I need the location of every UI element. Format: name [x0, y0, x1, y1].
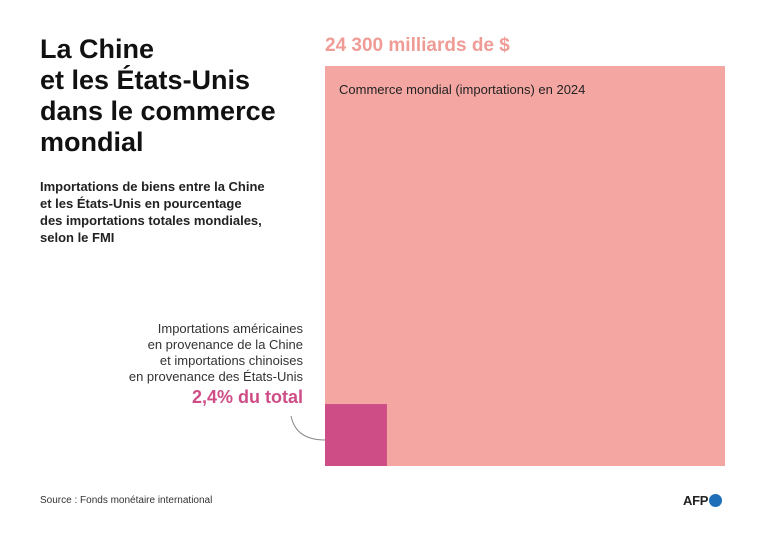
total-square: [325, 66, 725, 466]
annotation-line: et importations chinoises: [159, 353, 303, 368]
total-square-caption: Commerce mondial (importations) en 2024: [339, 82, 586, 97]
annotation-leader-line: [290, 415, 326, 441]
subtitle-line: des importations totales mondiales,: [40, 213, 262, 228]
title-line: et les États-Unis: [40, 65, 251, 95]
annotation-line: en provenance des États-Unis: [128, 369, 303, 384]
part-square: [325, 404, 387, 466]
subtitle-line: Importations de biens entre la Chine: [40, 179, 265, 194]
subtitle-line: selon le FMI: [40, 230, 115, 245]
afp-logo: AFP: [683, 490, 723, 510]
chart-title: La Chine et les États-Unis dans le comme…: [40, 34, 310, 158]
title-line: La Chine: [40, 34, 155, 64]
title-line: dans le commerce: [40, 96, 276, 126]
part-value-label: 2,4% du total: [191, 387, 303, 407]
title-line: mondial: [40, 127, 144, 157]
subtitle-line: et les États-Unis en pourcentage: [40, 196, 242, 211]
source-note: Source : Fonds monétaire international: [40, 495, 213, 506]
logo-text: AFP: [683, 492, 709, 508]
annotation-line: en provenance de la Chine: [147, 337, 303, 352]
total-value-label: 24 300 milliards de $: [325, 35, 510, 56]
chart-subtitle: Importations de biens entre la Chine et …: [40, 178, 310, 246]
annotation-line: Importations américaines: [157, 321, 303, 336]
part-annotation: Importations américaines en provenance d…: [63, 321, 303, 385]
logo-dot-icon: [709, 493, 723, 507]
